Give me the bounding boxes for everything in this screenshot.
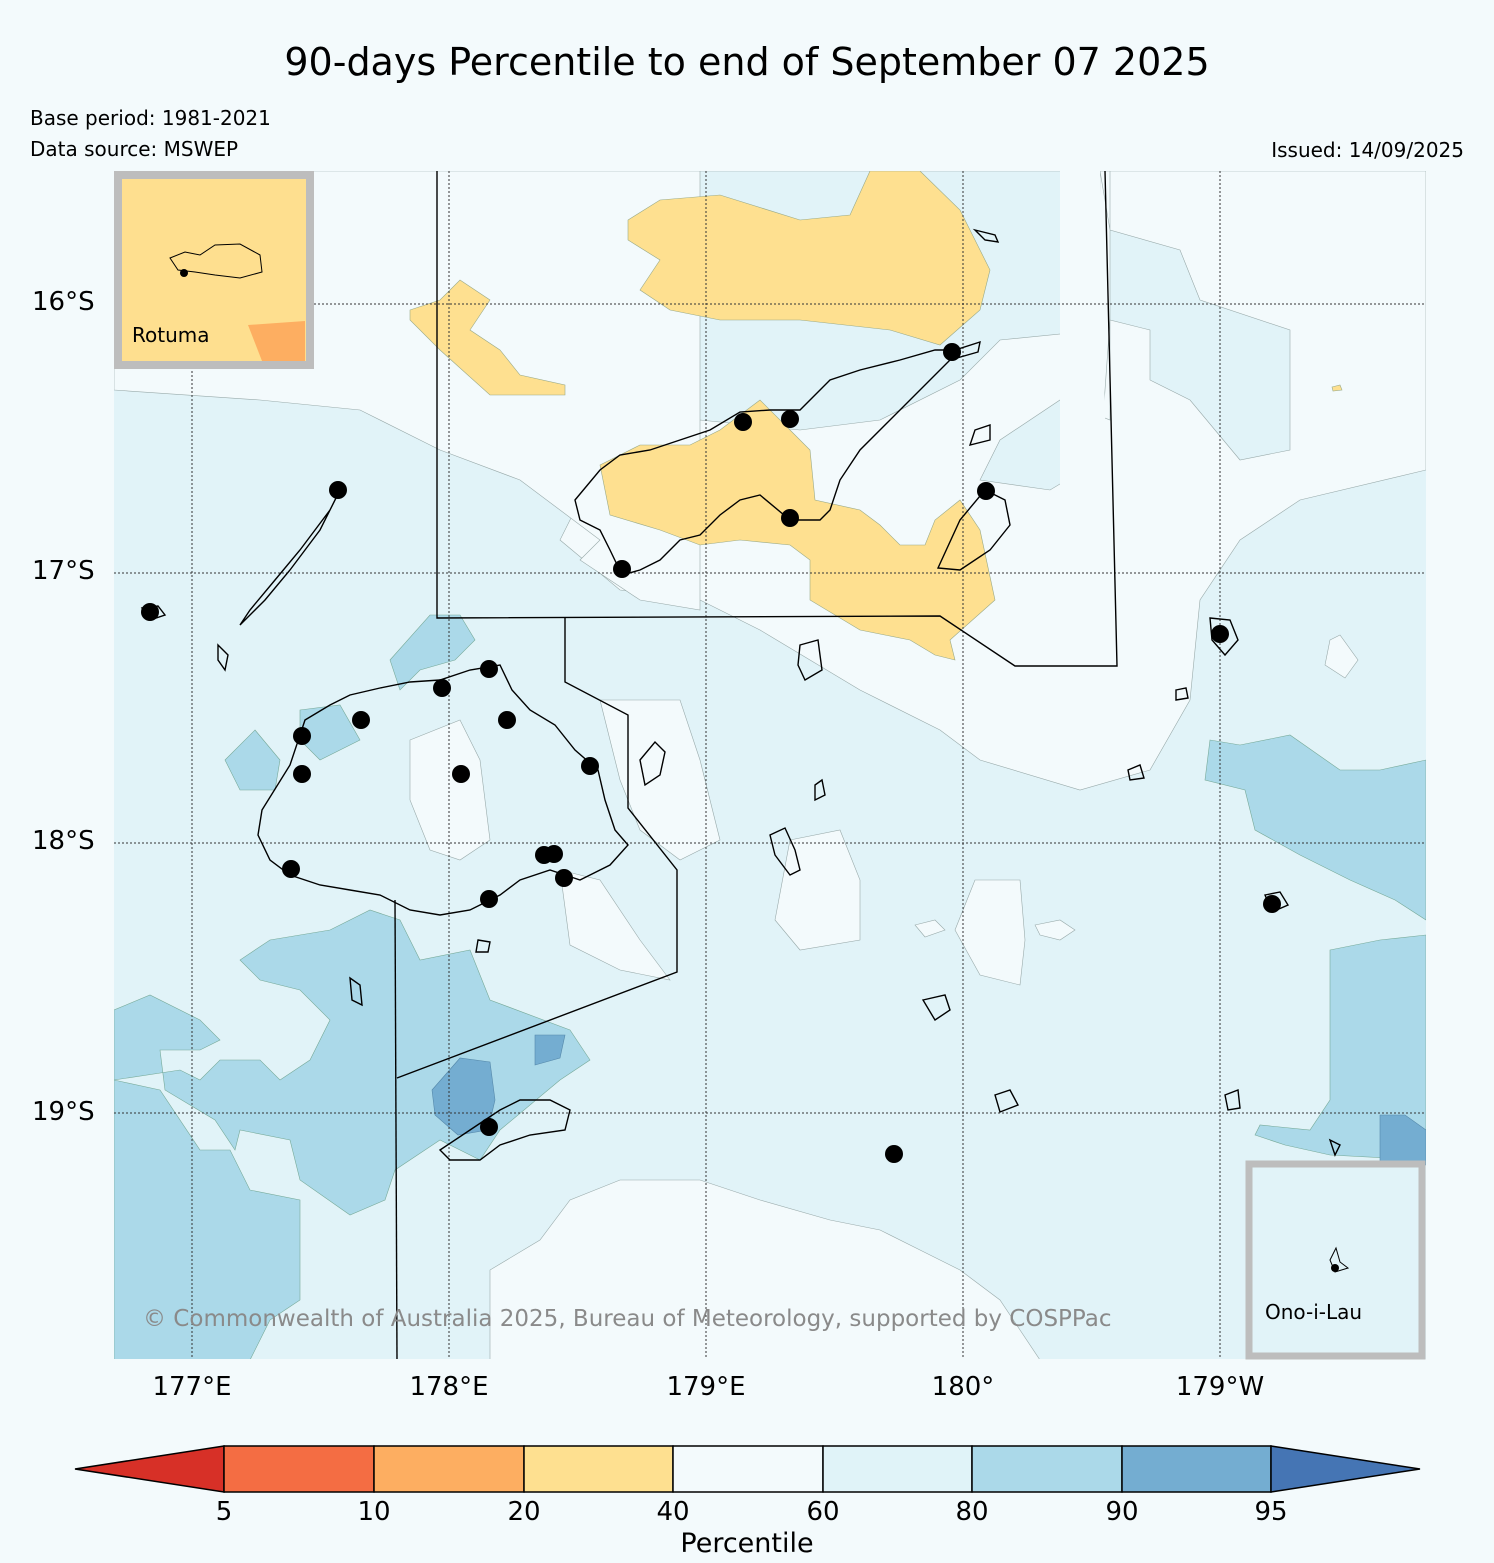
data-source: Data source: MSWEP (30, 137, 239, 161)
colorbar-tick: 5 (215, 1497, 233, 1527)
rotuma-inset (114, 171, 314, 369)
island-taveuni (936, 489, 1011, 571)
lat-label-16s: 16°S (32, 287, 95, 317)
island-vanua-levu (574, 340, 981, 576)
colorbar-extend-high (1270, 1445, 1421, 1493)
colorbar-tick: 10 (357, 1497, 391, 1527)
map-title: 90-days Percentile to end of September 0… (284, 40, 1210, 84)
lat-label-18s: 18°S (32, 826, 95, 856)
lat-label-17s: 17°S (32, 556, 95, 586)
lon-label-177e: 177°E (152, 1372, 232, 1402)
gridlines (114, 171, 1426, 1359)
lon-label-179w: 179°W (1175, 1372, 1265, 1402)
colorbar-tick: 80 (955, 1497, 989, 1527)
island-yasawa (239, 489, 341, 626)
percentile-90-95-areas (431, 1034, 1426, 1166)
percentile-80-90-areas (114, 614, 1426, 1359)
inset-label-ono-i-lau: Ono-i-Lau (1265, 1300, 1363, 1324)
lon-label-180: 180° (931, 1372, 995, 1402)
colorbar-title: Percentile (680, 1528, 814, 1559)
lon-label-179e: 179°E (666, 1372, 746, 1402)
colorbar-tick: 60 (806, 1497, 840, 1527)
island-kadavu (438, 1099, 571, 1161)
issued-date: Issued: 14/09/2025 (1271, 138, 1464, 162)
percentile-40-60-areas (114, 171, 1426, 1359)
colorbar-tick: 40 (656, 1497, 690, 1527)
ono-i-lau-inset (1245, 1160, 1426, 1360)
colorbar-tick: 20 (507, 1497, 541, 1527)
lat-label-19s: 19°S (32, 1097, 95, 1127)
division-boundaries (394, 171, 1118, 1359)
copyright-credit: © Commonwealth of Australia 2025, Bureau… (143, 1306, 1112, 1332)
map-panel (114, 171, 1426, 1359)
percentile-20-40-areas (409, 171, 1343, 661)
lon-label-178e: 178°E (409, 1372, 489, 1402)
colorbar-tick: 90 (1105, 1497, 1139, 1527)
island-viti-levu (257, 664, 629, 916)
island-outlines (140, 228, 1341, 1161)
base-period: Base period: 1981-2021 (30, 106, 271, 130)
station-markers (141, 343, 1281, 1163)
colorbar (74, 1445, 1421, 1493)
colorbar-extend-low (74, 1445, 225, 1493)
colorbar-tick: 95 (1254, 1497, 1288, 1527)
inset-label-rotuma: Rotuma (132, 323, 210, 347)
